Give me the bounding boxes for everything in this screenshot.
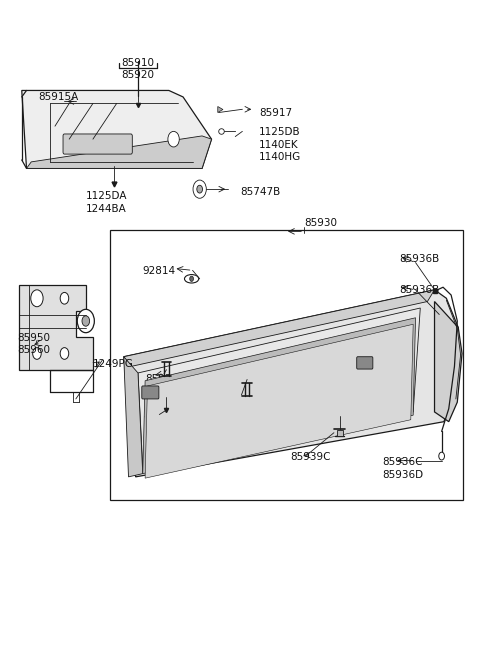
Polygon shape xyxy=(124,290,458,477)
Text: 1249PG: 1249PG xyxy=(93,359,134,369)
Circle shape xyxy=(31,290,43,307)
Polygon shape xyxy=(26,136,212,168)
Text: 85930: 85930 xyxy=(304,218,337,229)
Text: 85915A: 85915A xyxy=(38,92,79,102)
FancyBboxPatch shape xyxy=(63,134,132,154)
Text: 85936C
85936D: 85936C 85936D xyxy=(383,457,423,480)
Circle shape xyxy=(193,180,206,198)
Text: 1125DB
1140EK
1140HG: 1125DB 1140EK 1140HG xyxy=(259,128,301,162)
Circle shape xyxy=(190,276,193,282)
Text: 92814: 92814 xyxy=(143,267,176,276)
Text: 85939C: 85939C xyxy=(290,452,330,462)
Polygon shape xyxy=(138,308,420,467)
Text: 85939C: 85939C xyxy=(145,374,186,384)
Text: 85917: 85917 xyxy=(259,108,292,118)
Polygon shape xyxy=(22,90,212,168)
Circle shape xyxy=(60,348,69,360)
Circle shape xyxy=(197,185,203,193)
Text: 85941: 85941 xyxy=(228,394,261,403)
Text: 85936B: 85936B xyxy=(399,286,439,295)
Polygon shape xyxy=(434,301,462,422)
Text: 1125DA
1244BA: 1125DA 1244BA xyxy=(86,191,127,214)
Circle shape xyxy=(33,348,41,360)
Circle shape xyxy=(82,316,90,326)
Text: 85910
85920: 85910 85920 xyxy=(121,58,155,81)
Polygon shape xyxy=(19,286,93,369)
Text: 85747B: 85747B xyxy=(240,187,280,197)
Polygon shape xyxy=(143,318,416,474)
Text: 85936B: 85936B xyxy=(399,254,439,264)
Text: 85950
85960: 85950 85960 xyxy=(17,333,50,355)
Circle shape xyxy=(77,309,95,333)
Circle shape xyxy=(439,452,444,460)
FancyBboxPatch shape xyxy=(357,357,373,369)
Polygon shape xyxy=(145,324,413,478)
Ellipse shape xyxy=(184,274,199,283)
Circle shape xyxy=(60,292,69,304)
FancyBboxPatch shape xyxy=(142,386,159,399)
Polygon shape xyxy=(124,290,434,366)
Polygon shape xyxy=(124,357,143,477)
Circle shape xyxy=(168,132,179,147)
Bar xyxy=(109,230,463,500)
Text: 1249GA: 1249GA xyxy=(143,416,184,426)
